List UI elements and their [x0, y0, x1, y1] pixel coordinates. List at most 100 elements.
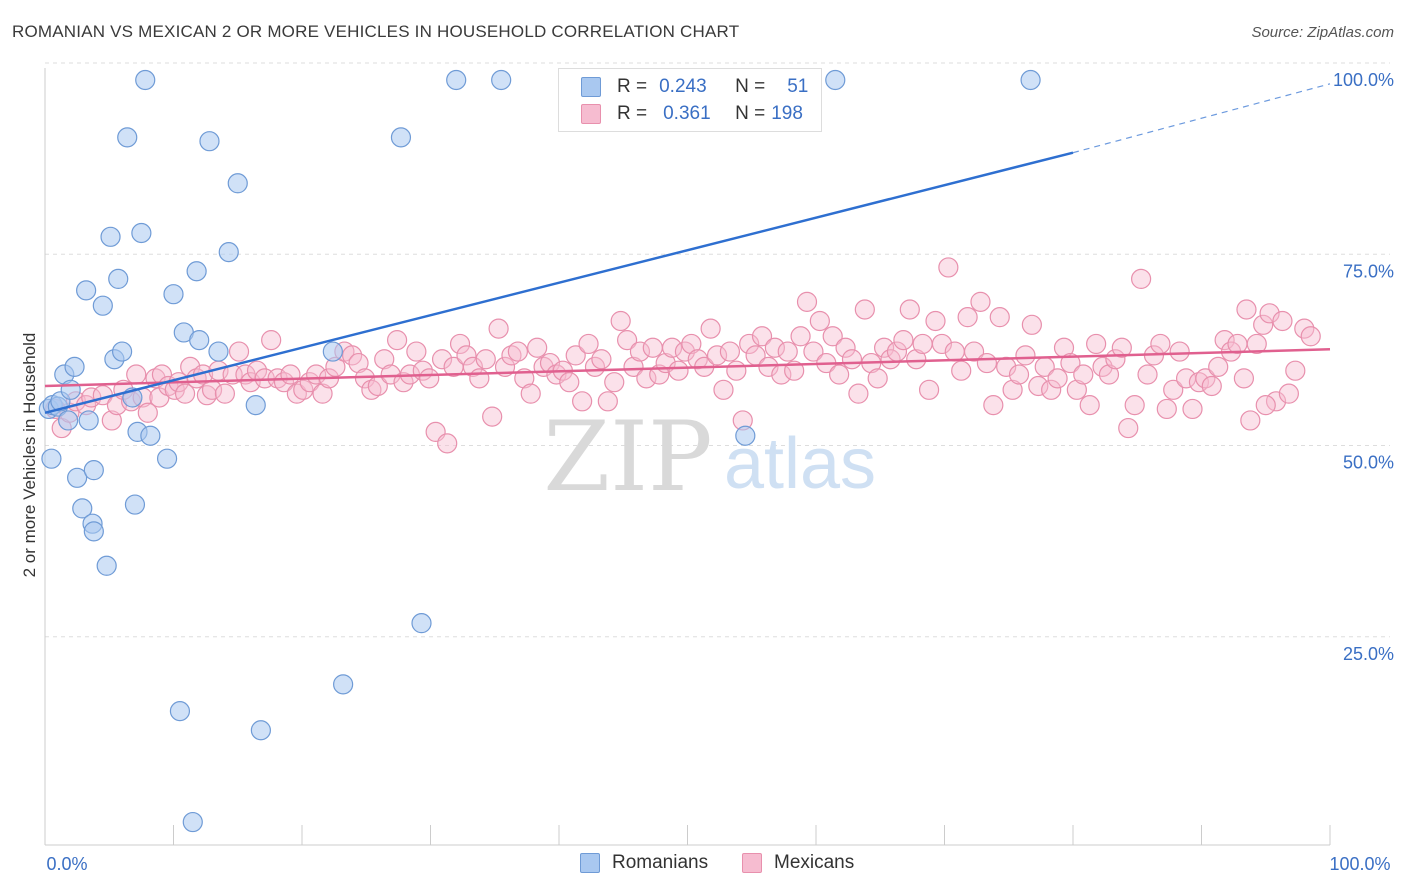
romanian-point — [446, 69, 467, 91]
mexican-point — [931, 333, 953, 355]
mexican-point — [1233, 368, 1255, 389]
mexican-point — [546, 364, 567, 385]
mexican-point — [610, 310, 631, 332]
romanian-swatch — [581, 77, 601, 97]
mexican-point — [1240, 410, 1261, 431]
mexican-point — [963, 341, 985, 362]
mexican-point — [957, 307, 978, 328]
mexican-point — [1086, 333, 1107, 355]
x-tick-label: 100.0% — [1329, 854, 1390, 874]
mexican-point — [893, 330, 914, 351]
mexican-point — [312, 383, 333, 404]
romanian-point — [208, 341, 229, 362]
mexican-point — [507, 341, 528, 362]
mexican-point — [488, 318, 509, 339]
romanian-point — [72, 498, 93, 519]
mexican-point — [214, 383, 235, 404]
romanian-point — [92, 295, 113, 316]
mexican-point — [918, 379, 940, 400]
mexican-point — [854, 299, 875, 320]
mexican-point — [617, 330, 638, 351]
mexican-point — [976, 352, 998, 374]
legend-label-mexicans: Mexicans — [774, 852, 855, 873]
mexican-point — [126, 364, 147, 385]
mexican-point — [475, 349, 496, 370]
legend-label-romanians: Romanians — [612, 852, 709, 873]
series-legend: Romanians Mexicans — [0, 852, 1406, 876]
mexican-point — [777, 341, 798, 362]
romanian-point — [78, 410, 99, 431]
mexican-point — [1066, 379, 1087, 400]
romanian-point — [186, 261, 207, 282]
mexican-point — [835, 337, 856, 358]
mexican-point — [790, 326, 811, 347]
mexican-point — [668, 360, 689, 381]
mexican-point — [1137, 364, 1158, 385]
mexican-point — [912, 333, 933, 355]
mexican-point — [1265, 391, 1287, 412]
r-label: R = — [617, 76, 648, 97]
mexican-point — [841, 349, 863, 370]
mexican-point — [796, 291, 818, 312]
mexican-point — [1073, 364, 1094, 385]
mexican-point — [572, 391, 593, 412]
mexican-point — [1214, 330, 1235, 351]
mexican-point — [983, 395, 1004, 416]
legend-row-mexicans: R = 0.361 N = 198 — [581, 103, 803, 125]
mexican-point — [1208, 356, 1229, 377]
romanian-point — [825, 69, 846, 91]
mexican-point — [1188, 372, 1210, 393]
mexican-swatch — [581, 104, 601, 124]
mexican-swatch — [742, 853, 762, 873]
mexican-point — [386, 330, 408, 351]
mexican-point — [1047, 368, 1068, 389]
romanian-point — [390, 127, 412, 148]
mexican-point — [361, 379, 382, 400]
mexican-point — [1021, 314, 1042, 335]
mexican-point — [1278, 383, 1299, 404]
mexican-point — [1028, 375, 1049, 397]
n-label: N = — [735, 76, 766, 97]
legend-item-mexicans: Mexicans — [742, 852, 854, 874]
mexican-point — [1272, 310, 1293, 332]
romanian-point — [163, 284, 184, 305]
mexican-point — [719, 341, 741, 362]
romanian-point — [491, 69, 512, 91]
romanian-point — [83, 521, 104, 542]
mexican-point — [456, 345, 477, 366]
mexican-trend-line — [44, 348, 1331, 388]
mexican-point — [437, 433, 458, 454]
correlation-legend: R = 0.243 N = 51 R = 0.361 N = 198 — [558, 68, 822, 132]
romanian-point — [41, 448, 62, 469]
mexican-point — [137, 402, 158, 423]
watermark-zip: ZIP — [543, 401, 712, 513]
romanian-point — [124, 494, 146, 515]
y-axis-label: 2 or more Vehicles in Household — [20, 332, 39, 578]
mexican-point — [726, 360, 747, 381]
mexican-point — [706, 345, 728, 366]
mexican-point — [848, 383, 869, 404]
grid-lines — [45, 62, 1390, 638]
mexican-point — [989, 307, 1010, 328]
mexican-point — [374, 349, 395, 370]
mexican-point — [867, 368, 888, 389]
mexican-point — [1124, 395, 1145, 416]
mexican-point — [604, 372, 625, 393]
mexican-point — [925, 310, 946, 332]
mexican-point — [1255, 395, 1276, 416]
romanian-point — [60, 379, 81, 400]
mexican-point — [970, 291, 991, 312]
watermark: ZIP atlas — [543, 401, 876, 513]
y-tick-label: 25.0% — [1343, 644, 1394, 664]
mexican-point — [431, 349, 453, 370]
n-value: 198 — [771, 103, 803, 124]
mexican-point — [101, 410, 122, 431]
y-tick-label: 100.0% — [1333, 70, 1394, 90]
romanian-point — [322, 341, 343, 362]
mexican-point — [681, 333, 702, 355]
romanian-trend-extension — [1072, 83, 1331, 154]
mexican-point — [764, 337, 785, 358]
mexican-point — [348, 352, 369, 374]
romanian-point — [411, 613, 432, 634]
